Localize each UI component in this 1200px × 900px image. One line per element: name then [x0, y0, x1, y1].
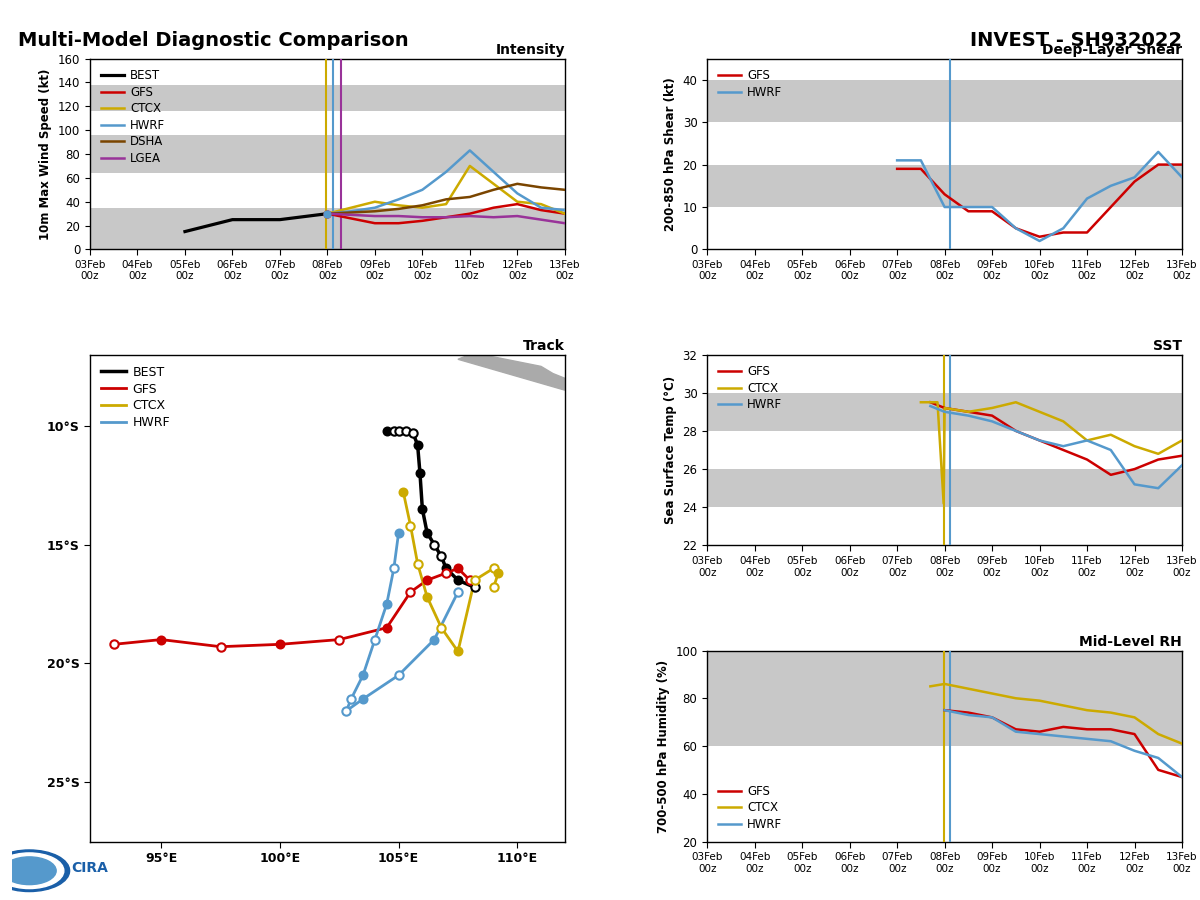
- Circle shape: [2, 857, 56, 885]
- Bar: [707, 165, 1182, 207]
- Bar: [707, 698, 1182, 746]
- Y-axis label: Sea Surface Temp (°C): Sea Surface Temp (°C): [664, 376, 677, 524]
- Bar: [90, 135, 565, 173]
- Text: SST: SST: [1153, 339, 1182, 354]
- Bar: [707, 392, 1182, 431]
- Text: Multi-Model Diagnostic Comparison: Multi-Model Diagnostic Comparison: [18, 32, 409, 50]
- Circle shape: [0, 853, 64, 888]
- Bar: [90, 208, 565, 249]
- Legend: BEST, GFS, CTCX, HWRF: BEST, GFS, CTCX, HWRF: [96, 361, 175, 434]
- Bar: [707, 469, 1182, 508]
- Legend: BEST, GFS, CTCX, HWRF, DSHA, LGEA: BEST, GFS, CTCX, HWRF, DSHA, LGEA: [96, 65, 170, 169]
- Text: Mid-Level RH: Mid-Level RH: [1079, 635, 1182, 650]
- Y-axis label: 700-500 hPa Humidity (%): 700-500 hPa Humidity (%): [656, 660, 670, 832]
- Polygon shape: [458, 355, 565, 390]
- Bar: [707, 651, 1182, 698]
- Legend: GFS, CTCX, HWRF: GFS, CTCX, HWRF: [713, 360, 787, 416]
- Text: Intensity: Intensity: [496, 43, 565, 58]
- Text: Deep-Layer Shear: Deep-Layer Shear: [1042, 43, 1182, 58]
- Y-axis label: 10m Max Wind Speed (kt): 10m Max Wind Speed (kt): [40, 68, 53, 239]
- Bar: [707, 80, 1182, 122]
- Bar: [90, 85, 565, 111]
- Text: Track: Track: [523, 339, 565, 354]
- Legend: GFS, CTCX, HWRF: GFS, CTCX, HWRF: [713, 780, 787, 835]
- Y-axis label: 200-850 hPa Shear (kt): 200-850 hPa Shear (kt): [664, 77, 677, 231]
- Text: CIRA: CIRA: [72, 861, 108, 876]
- Legend: GFS, HWRF: GFS, HWRF: [713, 65, 787, 104]
- Text: INVEST - SH932022: INVEST - SH932022: [970, 32, 1182, 50]
- Circle shape: [0, 850, 70, 892]
